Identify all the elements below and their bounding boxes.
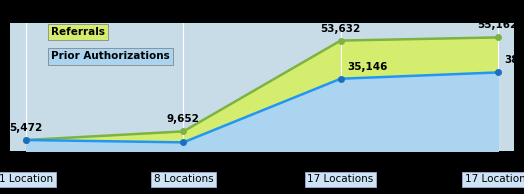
- Text: 9,652: 9,652: [167, 114, 200, 124]
- Text: 5,472: 5,472: [7, 154, 40, 164]
- Text: 4,339: 4,339: [170, 156, 203, 166]
- Text: Referrals: Referrals: [51, 27, 105, 37]
- Text: Prior Authorizations: Prior Authorizations: [51, 51, 169, 61]
- Text: 5,472: 5,472: [9, 123, 43, 133]
- Text: 8 Locations: 8 Locations: [154, 174, 213, 184]
- Text: 17 Locations: 17 Locations: [308, 174, 374, 184]
- Text: 53,632: 53,632: [321, 24, 361, 34]
- Text: 35,146: 35,146: [347, 62, 388, 72]
- Text: 38,206: 38,206: [505, 55, 524, 65]
- Text: 17 Locations: 17 Locations: [465, 174, 524, 184]
- Text: 1 Location: 1 Location: [0, 174, 53, 184]
- Text: 55,162: 55,162: [478, 20, 518, 30]
